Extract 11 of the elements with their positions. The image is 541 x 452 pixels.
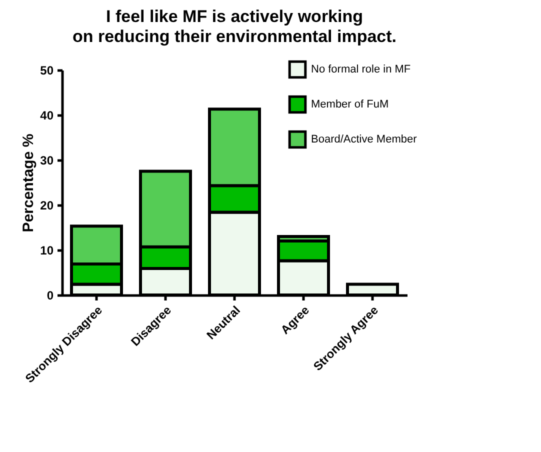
chart-title: I feel like MF is actively working on reducing their environmental impact. <box>72 7 396 46</box>
legend-label: Member of FuM <box>311 98 389 110</box>
legend-label: No formal role in MF <box>311 64 411 76</box>
y-tick-label: 40 <box>40 108 54 122</box>
y-tick-label: 50 <box>40 64 54 78</box>
legend-label: Board/Active Member <box>311 134 418 146</box>
y-tick-label: 30 <box>40 154 54 168</box>
y-tick-label: 20 <box>40 198 54 212</box>
y-tick-label: 10 <box>40 244 54 258</box>
y-axis-title: Percentage % <box>20 134 38 232</box>
y-tick-label: 0 <box>46 288 54 302</box>
